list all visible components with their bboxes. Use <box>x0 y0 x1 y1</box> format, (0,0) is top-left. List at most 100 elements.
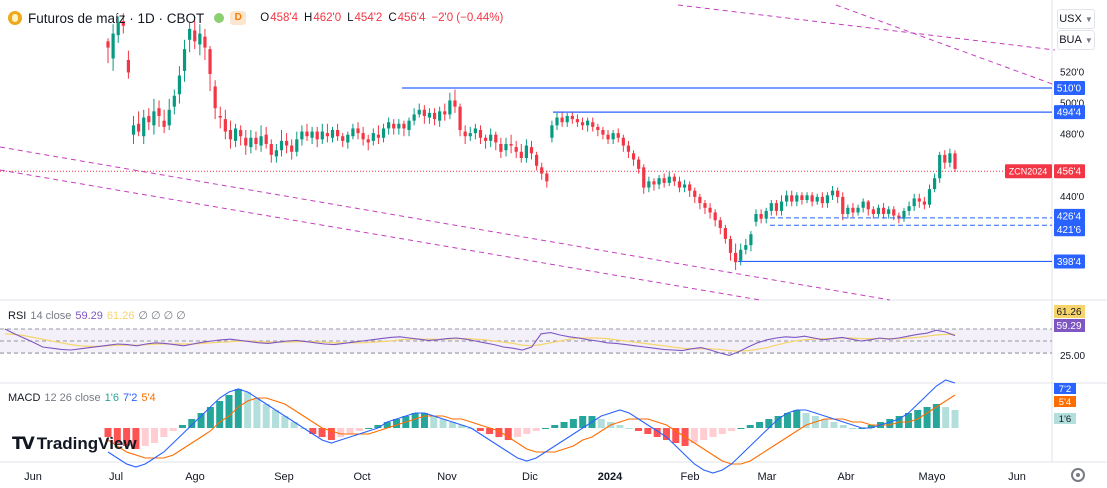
macd-histogram-bar <box>393 419 401 428</box>
candle-body <box>621 137 625 146</box>
hidden-icon[interactable]: ∅ <box>150 310 161 322</box>
macd-tag-bg <box>1054 383 1076 394</box>
hidden-icon[interactable]: ∅ <box>163 310 174 322</box>
macd-histogram-bar <box>104 428 112 437</box>
macd-histogram-bar <box>551 425 559 428</box>
macd-histogram-bar <box>793 410 801 428</box>
candle-body <box>341 136 345 141</box>
candle-body <box>693 190 697 197</box>
candle-body <box>499 144 503 152</box>
price-tick-label: 500'0 <box>1060 99 1085 110</box>
candle-body <box>626 145 631 152</box>
candle-body <box>759 214 763 219</box>
candle-body <box>611 133 615 140</box>
candle-body <box>412 114 416 121</box>
candle-body <box>131 125 136 135</box>
macd-legend[interactable]: MACD 12 26 close 1'6 7'2 5'4 <box>8 392 160 404</box>
time-axis-label: Jun <box>1008 471 1026 483</box>
candle-body <box>601 130 605 135</box>
macd-histogram-bar <box>290 422 298 428</box>
time-axis-label: Sep <box>274 471 294 483</box>
macd-histogram-bar <box>951 410 959 428</box>
unit-button[interactable]: BUA ▼ <box>1057 30 1095 50</box>
hidden-icon[interactable]: ∅ <box>138 310 148 322</box>
candle-body <box>744 245 748 250</box>
macd-histogram-bar <box>625 428 633 429</box>
rsi-legend[interactable]: RSI 14 close 59.29 61.26 ∅ ∅ ∅ ∅ <box>8 309 189 323</box>
candle-body <box>596 126 600 130</box>
candle-body <box>667 176 671 183</box>
candle-body <box>774 203 779 211</box>
candle-body <box>856 207 860 213</box>
candle-body <box>728 238 733 253</box>
signal-tag-bg <box>1054 396 1076 407</box>
candle-body <box>300 131 304 140</box>
symbol-title[interactable]: Futuros de maíz · 1D · CBOT <box>28 10 205 26</box>
candle-body <box>336 130 340 137</box>
macd-histogram-bar <box>439 419 447 428</box>
rsi-ma-line <box>4 333 955 352</box>
candle-body <box>489 134 493 141</box>
currency-button[interactable]: USX ▼ <box>1057 9 1095 29</box>
candle-body <box>218 116 222 118</box>
trend-line <box>0 146 891 301</box>
time-axis-label: Ago <box>185 471 205 483</box>
macd-histogram-bar <box>849 428 857 429</box>
candle-body <box>570 116 574 120</box>
candle-body <box>927 189 932 205</box>
candle-body <box>764 210 768 219</box>
macd-histogram-bar <box>188 419 196 428</box>
candle-body <box>371 133 375 141</box>
price-tick-label: 520'0 <box>1060 67 1085 78</box>
ohlc-close-label: C <box>388 12 397 24</box>
macd-histogram-bar <box>662 428 670 440</box>
corn-icon <box>8 11 22 25</box>
macd-histogram-bar <box>514 428 522 437</box>
candle-body <box>295 139 299 152</box>
candle-body <box>703 203 707 208</box>
macd-histogram-bar <box>216 401 224 428</box>
macd-histogram-bar <box>839 425 847 428</box>
symbol-label: ZCN2024 <box>1009 167 1048 177</box>
histogram-tag-bg <box>1054 413 1076 424</box>
macd-histogram-bar <box>904 413 912 428</box>
candle-body <box>478 130 483 138</box>
macd-histogram-bar <box>709 428 717 437</box>
macd-histogram-bar <box>272 410 280 428</box>
candle-body <box>677 181 682 188</box>
candle-body <box>407 120 411 130</box>
candle-body <box>846 207 850 214</box>
macd-histogram-bar <box>635 428 643 431</box>
macd-line-value: 7'2 <box>123 392 138 404</box>
candle-body <box>718 220 722 228</box>
macd-histogram-bar <box>718 428 726 434</box>
candle-body <box>509 144 513 146</box>
macd-histogram-bar <box>532 428 540 431</box>
ohlc-open-label: O <box>260 12 270 24</box>
candle-body <box>172 95 176 107</box>
hidden-icon[interactable]: ∅ <box>176 310 186 322</box>
candle-body <box>356 128 360 134</box>
tradingview-logo[interactable]: 𝗧𝗩 TradingView <box>12 434 137 454</box>
candle-body <box>351 128 355 137</box>
candle-body <box>213 86 217 109</box>
candle-body <box>244 137 248 146</box>
macd-histogram-bar <box>765 419 773 428</box>
macd-histogram-bar <box>746 425 754 428</box>
candle-body <box>397 123 401 129</box>
candle-body <box>473 128 477 134</box>
candle-body <box>458 106 462 130</box>
macd-histogram-bar <box>579 416 587 428</box>
macd-histogram-bar <box>346 428 354 434</box>
gear-icon[interactable] <box>1071 468 1085 482</box>
candle-body <box>897 215 901 219</box>
candle-body <box>290 145 294 152</box>
candle-body <box>631 153 636 160</box>
candle-body <box>790 195 794 202</box>
macd-histogram-bar <box>523 428 531 434</box>
macd-histogram-bar <box>309 428 317 434</box>
macd-histogram-bar <box>355 428 363 431</box>
candle-body <box>177 75 182 95</box>
macd-histogram-bar <box>141 428 149 446</box>
